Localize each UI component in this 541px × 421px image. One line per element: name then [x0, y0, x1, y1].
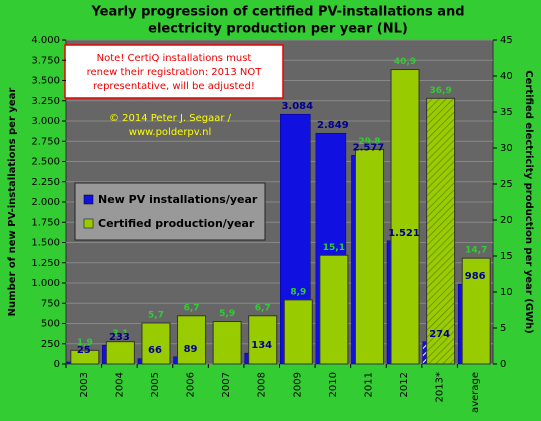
y2-tick-label: 20: [500, 215, 513, 226]
bar: [461, 257, 491, 365]
value-label: 40,9: [394, 57, 416, 67]
x-tick-label: 2010: [328, 372, 339, 397]
value-label: 14,7: [465, 246, 487, 256]
legend-label: Certified production/year: [98, 217, 255, 230]
value-label: 5,7: [148, 310, 164, 320]
x-tick-label: 2009: [292, 372, 303, 397]
x-tick-label: 2013*: [435, 372, 446, 402]
bar: [212, 321, 242, 365]
bar: [354, 148, 384, 365]
value-label: 274: [429, 329, 450, 340]
bar: [426, 97, 456, 365]
x-tick-label: 2012: [399, 372, 410, 397]
value-label: 3.084: [281, 101, 313, 112]
y-tick-label: 1.500: [31, 238, 60, 249]
value-label: 5,9: [219, 309, 235, 319]
bar: [248, 315, 278, 365]
y-tick-label: 3.000: [31, 116, 60, 127]
y2-tick-label: 5: [500, 323, 506, 334]
y2-tick-label: 35: [500, 107, 513, 118]
value-label: 986: [465, 271, 486, 282]
value-label: 66: [148, 345, 162, 356]
y2-axis-label: Certified electricity production per yea…: [523, 70, 534, 333]
y-tick-label: 3.500: [31, 76, 60, 87]
legend-swatch: [83, 194, 94, 205]
value-label: 8,9: [290, 287, 306, 297]
bar: [283, 299, 313, 365]
value-label: 36,9: [430, 86, 452, 96]
value-label: 6,7: [184, 303, 200, 313]
y-tick-label: 3.750: [31, 55, 60, 66]
x-tick-label: 2006: [186, 372, 197, 397]
y-tick-label: 2.250: [31, 177, 60, 188]
x-tick-label: 2008: [257, 372, 268, 397]
y-tick-label: 250: [41, 339, 60, 350]
bar: [70, 349, 100, 365]
bar: [390, 69, 420, 365]
y-tick-label: 2.750: [31, 136, 60, 147]
value-label: 29,8: [358, 137, 380, 147]
value-label: 25: [77, 345, 91, 356]
legend-swatch: [83, 218, 94, 229]
legend-label: New PV installations/year: [98, 193, 258, 206]
y2-tick-label: 25: [500, 179, 513, 190]
x-tick-label: 2007: [221, 372, 232, 397]
x-tick-label: 2005: [150, 372, 161, 397]
value-label: 2.577: [353, 142, 385, 153]
note: Note! CertiQ installations must: [97, 53, 252, 64]
note: renew their registration: 2013 NOT: [87, 67, 263, 78]
y-tick-label: 4.000: [31, 35, 60, 46]
chart-title: Yearly progression of certified PV-insta…: [90, 5, 464, 20]
y-tick-label: 1.750: [31, 217, 60, 228]
y2-tick-label: 0: [500, 359, 506, 370]
y-tick-label: 2.500: [31, 157, 60, 168]
y-tick-label: 1.000: [31, 278, 60, 289]
y-axis-label: Number of new PV-installations per year: [7, 88, 18, 317]
y-tick-label: 3.250: [31, 96, 60, 107]
y2-tick-label: 30: [500, 143, 513, 154]
y2-tick-label: 15: [500, 251, 513, 262]
x-tick-label: 2003: [79, 372, 90, 397]
value-label: 233: [109, 332, 130, 343]
value-label: 89: [184, 344, 198, 355]
bar: [141, 322, 171, 365]
value-label: 134: [251, 340, 272, 351]
value-label: 6,7: [255, 303, 271, 313]
y-tick-label: 2.000: [31, 197, 60, 208]
bar: [177, 315, 207, 365]
credit: www.polderpv.nl: [129, 127, 211, 138]
credit: © 2014 Peter J. Segaar /: [109, 113, 232, 124]
y2-tick-label: 45: [500, 35, 513, 46]
y-tick-label: 1.250: [31, 258, 60, 269]
bar: [105, 341, 135, 365]
value-label: 1.521: [388, 228, 420, 239]
note: representative, will be adjusted!: [93, 81, 255, 92]
note-box: [64, 44, 284, 99]
y-tick-label: 0: [54, 359, 60, 370]
x-tick-label: 2004: [114, 372, 125, 397]
y2-tick-label: 40: [500, 71, 513, 82]
y-tick-label: 750: [41, 298, 60, 309]
legend: [74, 182, 266, 241]
value-label: 2.849: [317, 120, 349, 131]
value-label: 1,9: [77, 338, 93, 348]
chart-title: electricity production per year (NL): [148, 22, 408, 37]
y2-tick-label: 10: [500, 287, 513, 298]
bar: [319, 254, 349, 365]
y-tick-label: 500: [41, 319, 60, 330]
value-label: 15,1: [323, 243, 345, 253]
x-tick-label: average: [470, 372, 481, 413]
value-label: 3,1: [112, 329, 128, 339]
x-tick-label: 2011: [363, 372, 374, 397]
